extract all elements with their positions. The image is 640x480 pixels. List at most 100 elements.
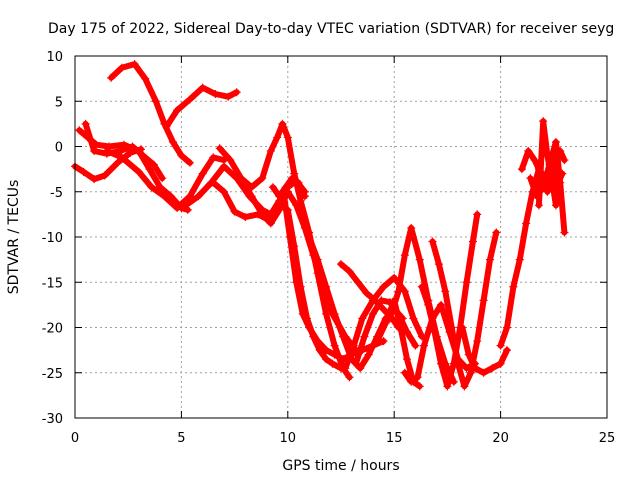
data-point-marker bbox=[534, 201, 543, 210]
data-point-marker bbox=[113, 158, 122, 167]
data-point-marker bbox=[551, 201, 560, 210]
data-point-marker bbox=[539, 117, 548, 126]
data-point-marker bbox=[278, 119, 287, 128]
data-point-marker bbox=[302, 314, 311, 323]
data-point-marker bbox=[322, 309, 331, 318]
data-point-marker bbox=[560, 156, 569, 165]
series-arc-27 bbox=[535, 118, 564, 209]
data-point-marker bbox=[283, 205, 292, 214]
y-axis-title: SDTVAR / TECUs bbox=[6, 180, 22, 295]
data-point-marker bbox=[492, 228, 501, 237]
data-point-marker bbox=[543, 187, 552, 196]
data-point-marker bbox=[430, 328, 439, 337]
data-point-marker bbox=[232, 88, 241, 97]
data-point-marker bbox=[149, 160, 158, 169]
data-point-marker bbox=[315, 346, 324, 355]
data-point-marker bbox=[136, 145, 145, 154]
data-point-marker bbox=[390, 273, 399, 282]
data-point-marker bbox=[145, 165, 154, 174]
data-point-marker bbox=[141, 74, 150, 83]
data-point-marker bbox=[349, 341, 358, 350]
data-point-marker bbox=[551, 137, 560, 146]
data-point-marker bbox=[530, 156, 539, 165]
series-arc-6 bbox=[103, 148, 227, 211]
data-point-marker bbox=[396, 323, 405, 332]
data-point-marker bbox=[130, 60, 139, 69]
data-point-marker bbox=[90, 147, 99, 156]
data-point-marker bbox=[322, 355, 331, 364]
data-point-marker bbox=[441, 287, 450, 296]
data-point-marker bbox=[443, 382, 452, 391]
data-point-marker bbox=[345, 373, 354, 382]
data-point-marker bbox=[509, 282, 518, 291]
data-point-marker bbox=[428, 237, 437, 246]
data-point-marker bbox=[377, 296, 386, 305]
data-point-marker bbox=[100, 171, 109, 180]
series-arc-20 bbox=[401, 301, 479, 385]
data-point-marker bbox=[117, 63, 126, 72]
data-point-marker bbox=[356, 364, 365, 373]
data-point-marker bbox=[258, 174, 267, 183]
x-tick-labels: 0 5 10 15 20 25 bbox=[71, 431, 615, 446]
data-point-marker bbox=[413, 373, 422, 382]
data-point-marker bbox=[266, 147, 275, 156]
data-point-marker bbox=[247, 192, 256, 201]
data-point-marker bbox=[464, 350, 473, 359]
data-point-marker bbox=[522, 219, 531, 228]
data-point-marker bbox=[496, 341, 505, 350]
data-point-marker bbox=[219, 162, 228, 171]
data-point-marker bbox=[473, 210, 482, 219]
data-point-marker bbox=[330, 341, 339, 350]
data-point-marker bbox=[268, 183, 277, 192]
x-tick-label: 10 bbox=[280, 431, 297, 446]
data-point-marker bbox=[296, 282, 305, 291]
data-point-marker bbox=[556, 169, 565, 178]
data-point-marker bbox=[173, 106, 182, 115]
data-point-marker bbox=[290, 242, 299, 251]
y-tick-label: -20 bbox=[42, 322, 63, 337]
data-point-marker bbox=[415, 255, 424, 264]
data-point-marker bbox=[275, 205, 284, 214]
data-point-marker bbox=[296, 196, 305, 205]
x-tick-label: 0 bbox=[71, 431, 79, 446]
data-point-marker bbox=[407, 223, 416, 232]
data-point-marker bbox=[479, 296, 488, 305]
x-axis-title: GPS time / hours bbox=[282, 458, 399, 474]
data-point-marker bbox=[547, 174, 556, 183]
data-point-marker bbox=[81, 119, 90, 128]
data-point-marker bbox=[447, 323, 456, 332]
data-point-marker bbox=[330, 350, 339, 359]
data-point-marker bbox=[385, 314, 394, 323]
data-point-marker bbox=[247, 183, 256, 192]
data-point-marker bbox=[337, 260, 345, 269]
data-point-marker bbox=[362, 289, 371, 298]
data-point-marker bbox=[271, 210, 280, 219]
y-tick-label: 10 bbox=[46, 50, 63, 65]
data-point-marker bbox=[79, 167, 88, 176]
y-tick-label: 0 bbox=[55, 141, 63, 156]
data-point-marker bbox=[283, 133, 292, 142]
data-point-marker bbox=[224, 92, 233, 101]
x-tick-label: 5 bbox=[177, 431, 185, 446]
data-point-marker bbox=[360, 332, 369, 341]
data-point-marker bbox=[309, 332, 318, 341]
data-point-marker bbox=[419, 341, 428, 350]
data-point-marker bbox=[415, 382, 424, 391]
data-point-marker bbox=[411, 341, 420, 350]
data-point-marker bbox=[515, 255, 524, 264]
data-point-marker bbox=[185, 95, 194, 104]
data-point-marker bbox=[102, 147, 111, 156]
data-point-marker bbox=[313, 255, 322, 264]
data-point-marker bbox=[424, 300, 433, 309]
data-point-marker bbox=[139, 151, 148, 160]
data-point-marker bbox=[219, 187, 228, 196]
y-tick-label: -25 bbox=[42, 367, 63, 382]
data-point-marker bbox=[226, 156, 235, 165]
chart-title: Day 175 of 2022, Sidereal Day-to-day VTE… bbox=[48, 21, 614, 37]
data-point-marker bbox=[181, 201, 190, 210]
data-point-marker bbox=[151, 97, 160, 106]
data-point-marker bbox=[241, 213, 250, 222]
data-point-marker bbox=[162, 122, 171, 131]
data-point-marker bbox=[488, 364, 497, 373]
data-point-marker bbox=[168, 137, 177, 146]
